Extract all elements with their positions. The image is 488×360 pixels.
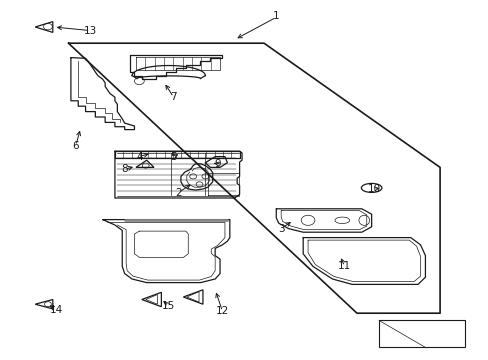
Text: 7: 7: [170, 92, 177, 102]
Text: 3: 3: [277, 224, 284, 234]
Text: 9: 9: [214, 159, 221, 169]
Text: 11: 11: [337, 261, 351, 271]
Text: 5: 5: [170, 152, 177, 162]
Text: 6: 6: [72, 141, 79, 151]
Bar: [378, 320, 464, 347]
Text: 4: 4: [136, 152, 142, 162]
Text: 14: 14: [49, 305, 63, 315]
Text: 1: 1: [272, 11, 279, 21]
Text: 15: 15: [162, 301, 175, 311]
Text: 10: 10: [367, 184, 380, 194]
Text: 2: 2: [175, 188, 182, 198]
Text: 12: 12: [215, 306, 229, 316]
Text: 8: 8: [121, 164, 128, 174]
Text: 13: 13: [83, 26, 97, 36]
